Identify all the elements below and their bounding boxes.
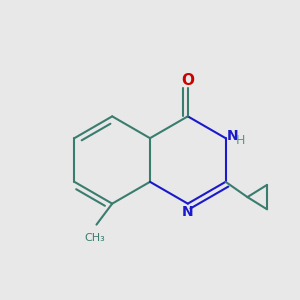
Text: CH₃: CH₃ (84, 232, 105, 243)
Text: H: H (236, 134, 245, 147)
Text: N: N (226, 129, 238, 143)
Text: N: N (182, 205, 194, 219)
Text: O: O (181, 73, 194, 88)
